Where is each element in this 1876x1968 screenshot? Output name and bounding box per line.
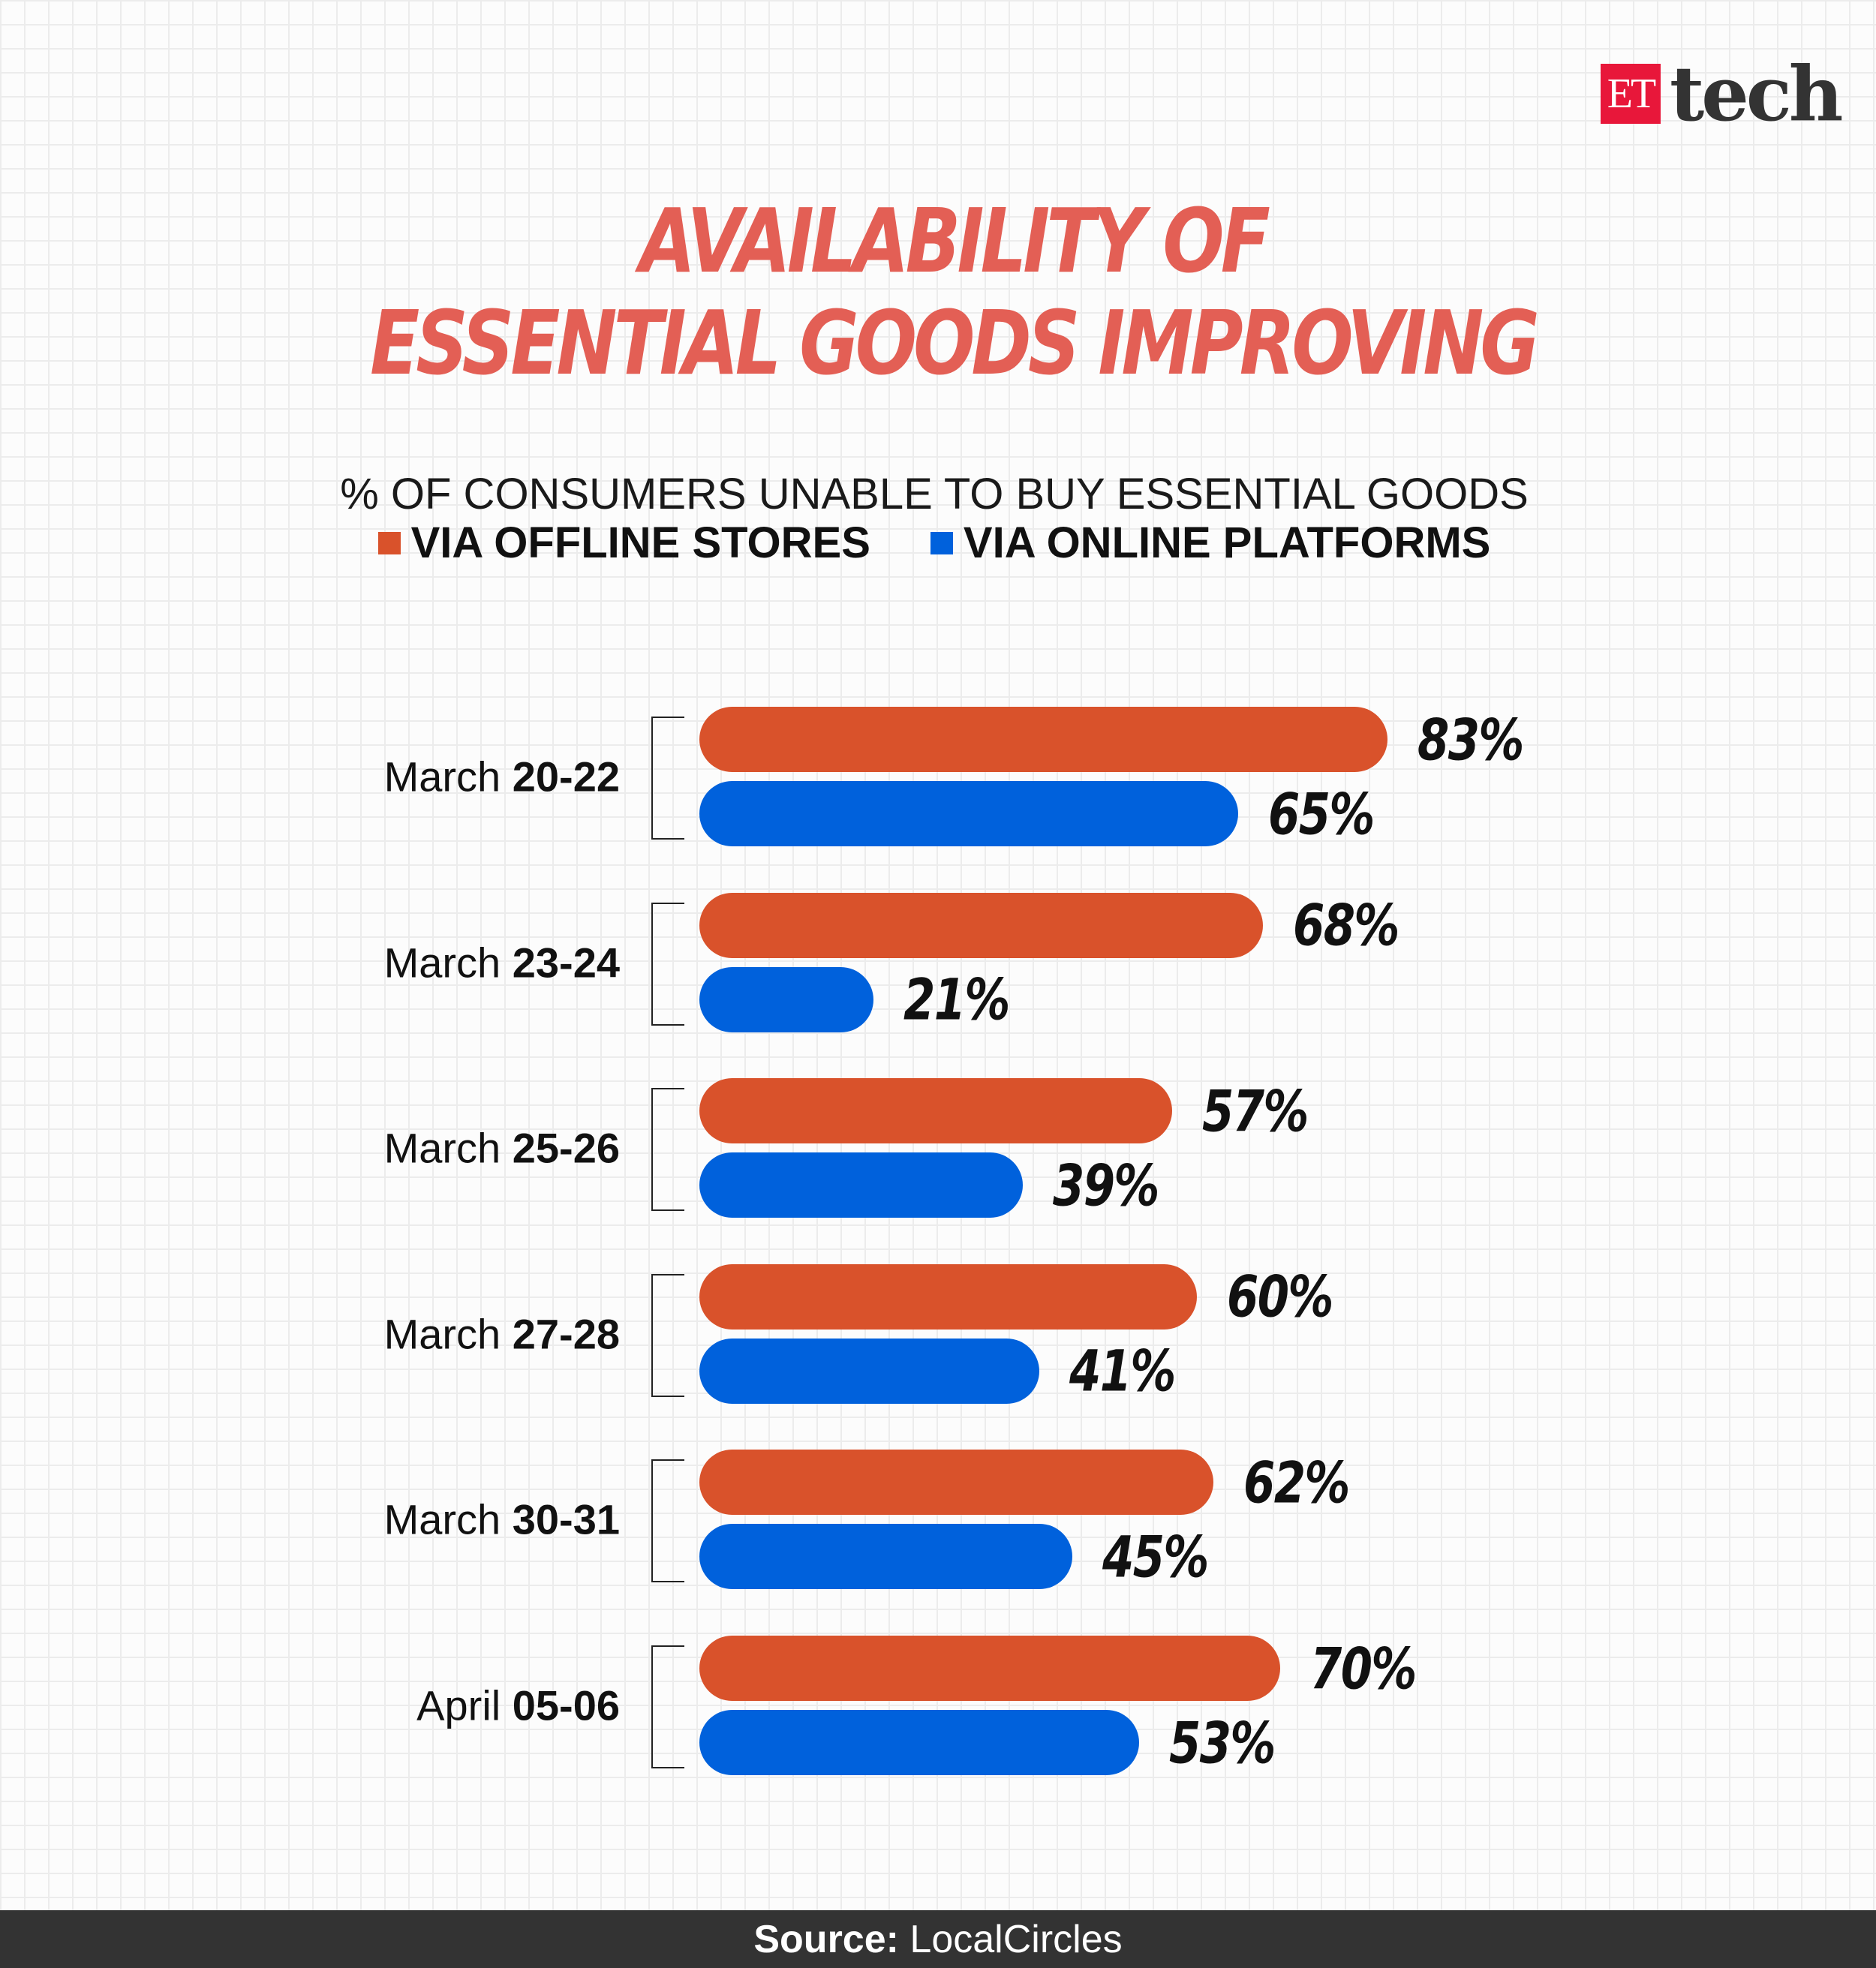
bar-online [699, 966, 874, 1032]
source-label: Source: [753, 1917, 899, 1961]
category-label: March 20-22 [384, 753, 620, 801]
category-label: March 25-26 [384, 1124, 620, 1173]
bar-offline [699, 1450, 1214, 1516]
bar-offline [699, 707, 1388, 772]
value-label-offline: 62% [1243, 1449, 1350, 1516]
title-line-1: AVAILABILITY OF [639, 189, 1270, 293]
category-range: 27-28 [512, 1310, 620, 1358]
bar-online [699, 1152, 1023, 1218]
legend-swatch-online [930, 531, 953, 554]
category-range: 05-06 [512, 1681, 620, 1729]
bar-online [699, 781, 1239, 846]
title-line-2: ESSENTIAL GOODS IMPROVING [370, 291, 1540, 395]
group-bracket [651, 1273, 684, 1397]
legend-label-online: VIA ONLINE PLATFORMS [963, 518, 1491, 567]
legend-swatch-offline [377, 531, 401, 554]
chart-subtitle: % OF CONSUMERS UNABLE TO BUY ESSENTIAL G… [340, 470, 1529, 518]
category-prefix: March [383, 1495, 513, 1543]
group-bracket [651, 1459, 684, 1583]
logo-tech-text: tech [1670, 50, 1843, 138]
value-label-online: 41% [1069, 1337, 1176, 1405]
category-label: March 30-31 [384, 1495, 620, 1544]
source-footer: Source: LocalCircles [0, 1910, 1876, 1968]
category-range: 25-26 [512, 1124, 620, 1172]
group-bracket [651, 717, 684, 840]
legend-item-offline: VIA OFFLINE STORES [377, 518, 870, 568]
group-bracket [651, 902, 684, 1026]
legend-item-online: VIA ONLINE PLATFORMS [930, 518, 1490, 568]
category-prefix: March [383, 939, 513, 987]
category-label: March 27-28 [384, 1309, 620, 1358]
value-label-offline: 60% [1227, 1263, 1333, 1330]
legend-label-offline: VIA OFFLINE STORES [410, 518, 870, 567]
legend: VIA OFFLINE STORES VIA ONLINE PLATFORMS [0, 518, 1868, 568]
bar-offline [699, 1263, 1197, 1330]
category-range: 20-22 [512, 753, 620, 801]
value-label-offline: 57% [1201, 1077, 1309, 1145]
value-label-offline: 70% [1309, 1635, 1417, 1702]
bar-online [699, 1524, 1073, 1590]
category-prefix: April [416, 1681, 513, 1729]
et-tech-logo: ET tech [1601, 56, 1843, 131]
value-label-online: 39% [1052, 1152, 1159, 1219]
source-name: LocalCircles [909, 1917, 1123, 1961]
category-label: April 05-06 [416, 1681, 620, 1730]
value-label-online: 53% [1168, 1709, 1276, 1776]
bar-online [699, 1338, 1040, 1404]
group-bracket [651, 1088, 684, 1212]
bar-online [699, 1710, 1139, 1775]
group-bracket [651, 1645, 684, 1768]
value-label-offline: 83% [1418, 706, 1524, 773]
bar-offline [699, 1078, 1172, 1144]
value-label-offline: 68% [1293, 891, 1399, 959]
value-label-online: 45% [1102, 1523, 1209, 1591]
logo-et-box: ET [1601, 64, 1661, 124]
value-label-online: 65% [1268, 780, 1375, 847]
category-prefix: March [383, 1310, 513, 1358]
value-label-online: 21% [903, 966, 1010, 1033]
category-range: 30-31 [512, 1495, 620, 1543]
bar-offline [699, 1636, 1280, 1701]
category-prefix: March [383, 753, 513, 801]
category-label: March 23-24 [384, 938, 620, 987]
category-prefix: March [383, 1124, 513, 1172]
bar-offline [699, 892, 1264, 958]
category-range: 23-24 [512, 939, 620, 987]
